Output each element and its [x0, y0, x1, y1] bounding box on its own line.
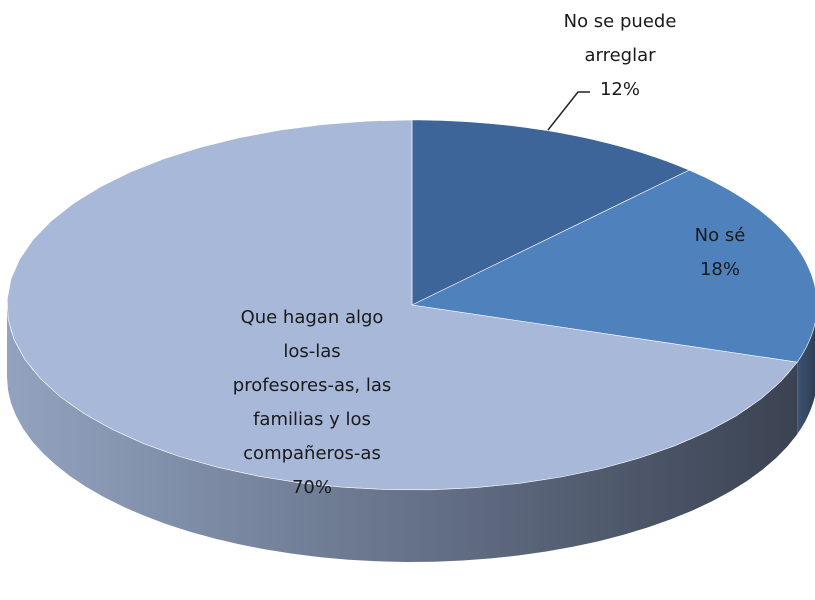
slice-label: No sé: [695, 225, 746, 246]
value-label: 18%: [700, 259, 740, 280]
slice-label: Que hagan algo los-las profesores-as, las f…: [233, 307, 391, 464]
value-label: 12%: [600, 79, 640, 100]
slice-side: [7, 305, 798, 562]
leader-line: [547, 91, 590, 131]
slice-side: [797, 323, 815, 435]
slice: [410, 169, 815, 363]
slice-label: No se puede arreglar: [564, 11, 677, 66]
value-label: 70%: [292, 477, 332, 498]
slice: [411, 119, 690, 306]
slice: [6, 119, 798, 491]
